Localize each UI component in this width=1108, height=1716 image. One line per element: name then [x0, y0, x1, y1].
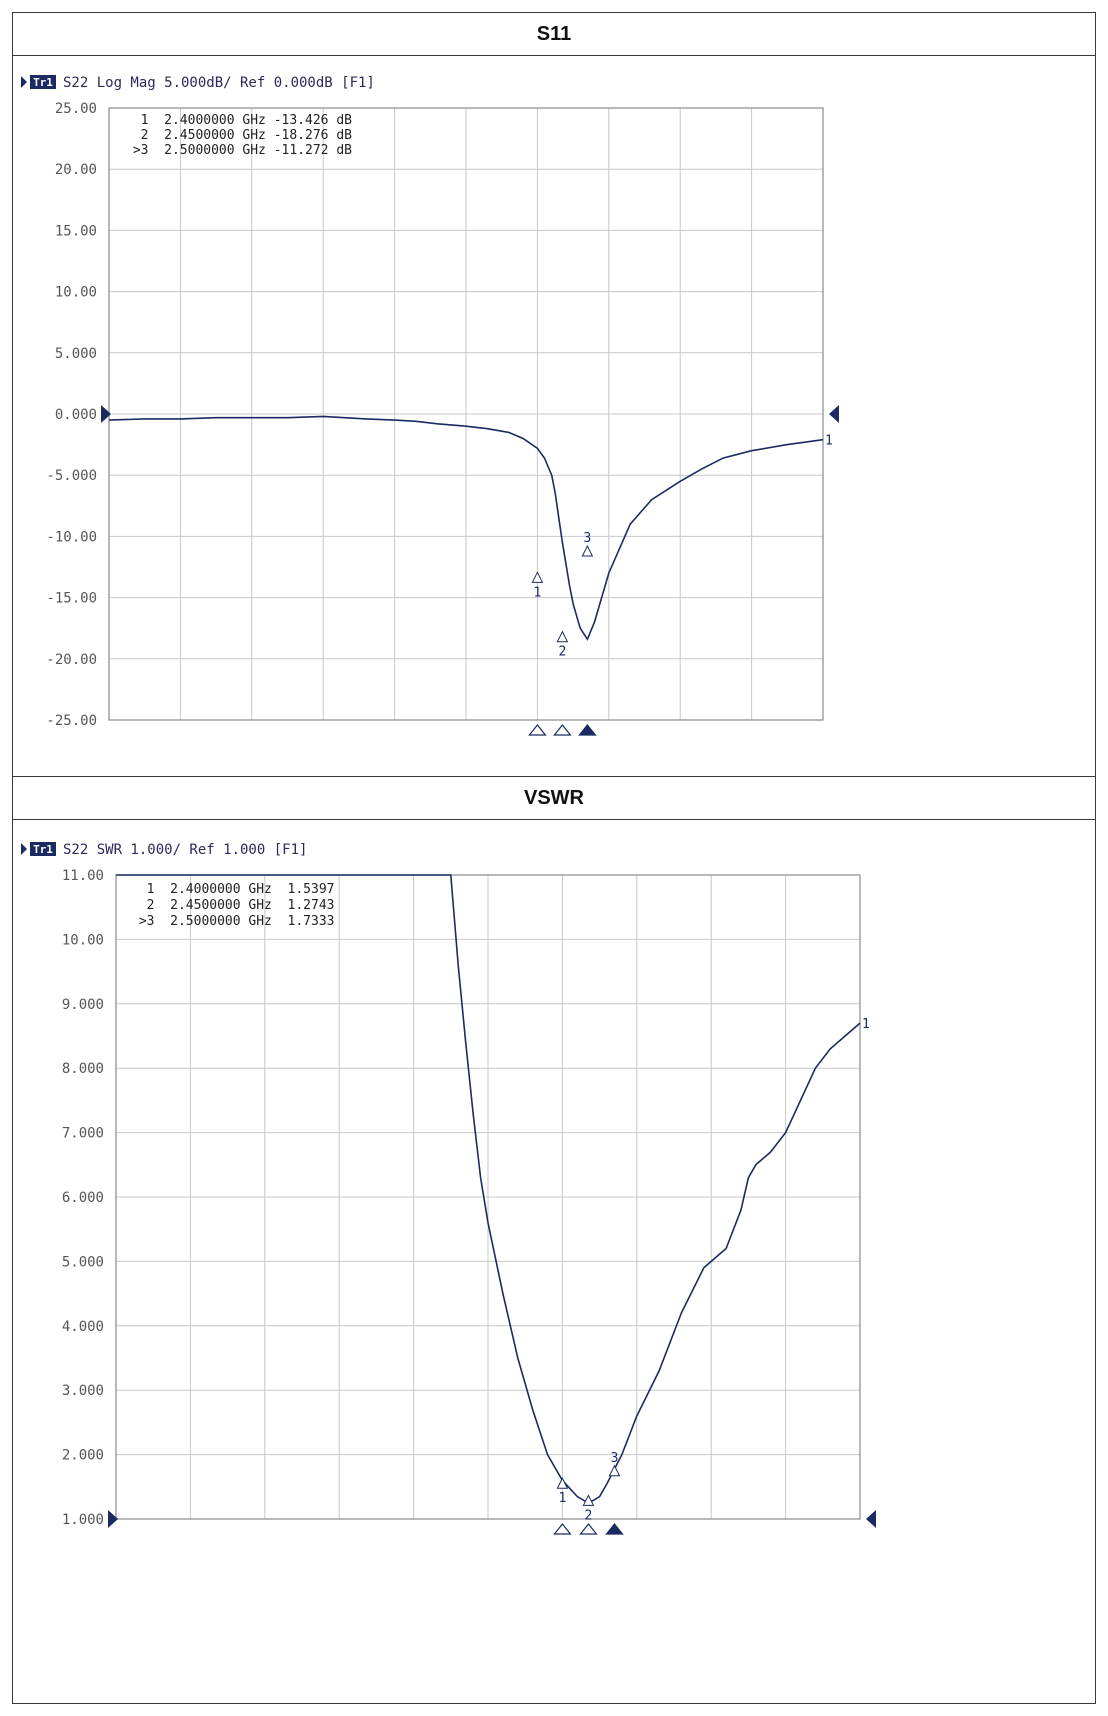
y-tick-label: 25.00: [55, 101, 97, 117]
y-tick-label: 1.000: [62, 1512, 104, 1528]
marker-label: 1: [558, 1491, 566, 1506]
y-tick-label: 7.000: [62, 1126, 104, 1142]
y-tick-label: 4.000: [62, 1319, 104, 1335]
trace-end-label: 1: [862, 1017, 870, 1032]
trace-badge-label: Tr1: [33, 76, 53, 89]
marker-triangle: [581, 544, 594, 557]
y-tick-label: 6.000: [62, 1190, 104, 1206]
row-separator: [13, 776, 1095, 777]
marker-indicator: [528, 724, 547, 736]
y-tick-label: 5.000: [62, 1254, 104, 1270]
y-tick-label: 2.000: [62, 1448, 104, 1464]
trace-line: [108, 415, 824, 641]
marker-triangle: [608, 1464, 621, 1477]
marker-indicator: [579, 1523, 598, 1535]
marker-triangle: [582, 1494, 595, 1506]
marker-table-row: 1 2.4000000 GHz -13.426 dB: [125, 113, 352, 128]
trace-arrow-icon: [21, 843, 27, 855]
marker-label: 1: [533, 585, 541, 600]
plot-frame: [115, 874, 861, 1520]
y-tick-label: -10.00: [46, 529, 97, 545]
marker-table-row: >3 2.5000000 GHz 1.7333: [131, 914, 335, 929]
trace-badge: [30, 842, 56, 856]
ref-left-arrow-icon: [108, 1510, 118, 1528]
trace-header-text: S22 Log Mag 5.000dB/ Ref 0.000dB [F1]: [63, 75, 375, 91]
y-tick-label: 9.000: [62, 997, 104, 1013]
marker-indicator: [553, 1523, 572, 1535]
s11-chart: Tr1 S22 Log Mag 5.000dB/ Ref 0.000dB [F1]…: [21, 75, 839, 736]
y-tick-label: 5.000: [55, 346, 97, 362]
trace-badge: [30, 75, 56, 89]
marker-label: 2: [558, 645, 566, 660]
marker-indicator: [553, 724, 572, 736]
vswr-panel: Tr1 S22 SWR 1.000/ Ref 1.000 [F1] 11.00 10.…: [13, 820, 1095, 1704]
marker-label: 2: [585, 1508, 593, 1523]
trace-header-text: S22 SWR 1.000/ Ref 1.000 [F1]: [63, 842, 307, 858]
trace-badge-label: Tr1: [33, 843, 53, 856]
marker-triangle: [531, 571, 544, 583]
vswr-header: VSWR: [13, 777, 1095, 820]
s11-header: S11: [13, 13, 1095, 56]
y-tick-label: 3.000: [62, 1383, 104, 1399]
y-tick-label: -15.00: [46, 591, 97, 607]
y-tick-label: -20.00: [46, 652, 97, 668]
marker-table-row: 2 2.4500000 GHz -18.276 dB: [125, 128, 352, 143]
marker-table-row: >3 2.5000000 GHz -11.272 dB: [125, 143, 352, 158]
figure-table: S11 Tr1 S22 Log Mag 5.000dB/ Ref 0.000dB …: [12, 12, 1096, 1704]
trace-line: [116, 874, 861, 1502]
y-tick-label: -5.000: [46, 468, 97, 484]
marker-table-row: 2 2.4500000 GHz 1.2743: [131, 898, 335, 913]
vswr-chart: Tr1 S22 SWR 1.000/ Ref 1.000 [F1] 11.00 10.…: [21, 842, 876, 1535]
y-tick-label: 8.000: [62, 1061, 104, 1077]
ref-right-arrow-icon: [829, 405, 839, 423]
y-tick-label: 15.00: [55, 223, 97, 239]
y-tick-label: 10.00: [62, 932, 104, 948]
s11-panel: Tr1 S22 Log Mag 5.000dB/ Ref 0.000dB [F1]…: [13, 56, 1095, 776]
trace-arrow-icon: [21, 76, 27, 88]
y-tick-label: -25.00: [46, 713, 97, 729]
trace-end-label: 1: [825, 434, 833, 449]
ref-right-arrow-icon: [866, 1510, 876, 1528]
marker-indicator: [605, 1523, 624, 1535]
y-tick-label: 0.000: [55, 407, 97, 423]
marker-label: 3: [611, 1451, 619, 1466]
ref-left-arrow-icon: [101, 405, 111, 423]
y-tick-label: 20.00: [55, 162, 97, 178]
marker-label: 3: [583, 531, 591, 546]
y-tick-label: 11.00: [62, 868, 104, 884]
y-tick-label: 10.00: [55, 285, 97, 301]
marker-indicator: [578, 724, 597, 736]
marker-triangle: [556, 630, 569, 643]
marker-table-row: 1 2.4000000 GHz 1.5397: [131, 882, 335, 897]
marker-triangle: [556, 1477, 569, 1489]
